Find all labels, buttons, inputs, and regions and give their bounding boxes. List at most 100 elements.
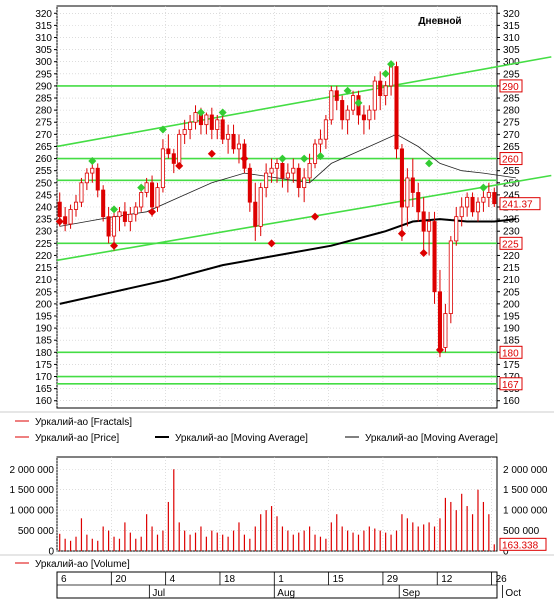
volume-tick-label-left: 500 000 xyxy=(18,526,55,537)
candle-body xyxy=(79,182,84,203)
price-tick-label-left: 245 xyxy=(35,190,52,201)
fractal-down-marker xyxy=(207,149,216,158)
price-tick-label-right: 320 xyxy=(503,9,520,20)
month-label: Aug xyxy=(277,588,295,599)
price-tick-label-left: 220 xyxy=(35,251,52,262)
price-label-text: 225 xyxy=(502,239,519,250)
candle-body xyxy=(90,167,95,174)
price-tick-label-left: 195 xyxy=(35,311,52,322)
candle-body xyxy=(73,201,79,210)
candle-body xyxy=(177,133,182,164)
candle-body xyxy=(188,121,193,130)
fractal-up-marker xyxy=(300,154,309,163)
candle-body xyxy=(68,209,73,225)
candle-body xyxy=(432,221,437,293)
legend-label: Уркалий-ао [Moving Average] xyxy=(365,433,498,444)
volume-tick-label-left: 0 xyxy=(48,547,54,558)
candle-body xyxy=(437,291,442,348)
candle-body xyxy=(57,201,62,218)
candle-body xyxy=(204,114,209,126)
day-label: 18 xyxy=(224,574,236,585)
fractal-up-marker xyxy=(278,154,287,163)
price-tick-label-left: 190 xyxy=(35,324,52,335)
candle-body xyxy=(367,109,372,121)
candle-body xyxy=(475,201,481,213)
volume-tick-label-left: 1 500 000 xyxy=(10,485,55,496)
volume-tick-label-right: 0 xyxy=(503,547,509,558)
fractal-up-marker xyxy=(425,159,434,168)
price-label-box xyxy=(499,152,523,166)
price-tick-label-left: 225 xyxy=(35,239,52,250)
price-label-box xyxy=(499,377,523,391)
volume-panel: 2 000 000 1 500 000 1 000 000 500 000 0 2 000… xyxy=(10,456,548,558)
candle-body xyxy=(443,313,448,348)
candle-body xyxy=(166,148,171,155)
price-tick-label-left: 315 xyxy=(35,21,52,32)
fractal-up-marker xyxy=(387,60,396,69)
candle-body xyxy=(492,192,497,205)
fractal-up-marker xyxy=(110,205,119,214)
candle-body xyxy=(378,80,383,97)
volume-tick-label-right: 1 500 000 xyxy=(503,485,548,496)
candle-body xyxy=(171,153,176,164)
price-tick-label-left: 305 xyxy=(35,45,52,56)
fractal-down-marker xyxy=(175,161,184,170)
price-tick-label-right: 300 xyxy=(503,57,520,68)
price-tick-label-right: 305 xyxy=(503,45,520,56)
candle-body xyxy=(383,85,388,97)
day-label: 29 xyxy=(387,574,399,585)
month-label: Oct xyxy=(505,588,521,599)
candle-body xyxy=(389,66,394,87)
candle-body xyxy=(231,133,236,150)
candle-body xyxy=(318,138,323,145)
price-tick-label-right: 220 xyxy=(503,251,520,262)
legend-label: Уркалий-ао [Moving Average] xyxy=(175,433,308,444)
candle-body xyxy=(160,148,165,189)
fractal-up-marker xyxy=(88,156,97,165)
price-label-box xyxy=(499,197,541,211)
volume-tick-label-right: 500 000 xyxy=(503,526,540,537)
price-tick-label-right: 285 xyxy=(503,94,520,105)
fractal-up-marker xyxy=(196,108,205,117)
day-label: 20 xyxy=(115,574,127,585)
price-label-box xyxy=(499,236,523,250)
price-tick-label-left: 260 xyxy=(35,154,52,165)
fractal-up-marker xyxy=(218,108,227,117)
candle-body xyxy=(291,167,296,174)
candle-body xyxy=(340,100,345,121)
day-label: 4 xyxy=(170,574,176,585)
candle-body xyxy=(258,187,263,227)
price-tick-label-right: 210 xyxy=(503,275,520,286)
candle-body xyxy=(448,240,453,314)
price-tick-label-right: 315 xyxy=(503,21,520,32)
volume-label-text: 163.338 xyxy=(502,540,539,551)
price-tick-label-right: 295 xyxy=(503,69,520,80)
price-tick-label-right: 160 xyxy=(503,396,520,407)
volume-tick-label-right: 2 000 000 xyxy=(503,465,548,476)
chart-title: Дневной xyxy=(418,16,461,27)
candle-body xyxy=(421,211,426,232)
candle-body xyxy=(112,216,117,237)
volume-legend: Уркалий-ао [Volume] xyxy=(0,554,554,570)
price-tick-label-right: 255 xyxy=(503,166,520,177)
candle-body xyxy=(269,167,274,174)
candle-body xyxy=(454,216,459,242)
price-tick-label-right: 215 xyxy=(503,263,520,274)
candle-body xyxy=(361,114,366,121)
price-tick-label-right: 270 xyxy=(503,130,520,141)
price-tick-label-left: 290 xyxy=(35,81,52,92)
fractal-up-marker xyxy=(158,125,167,134)
month-label: Sep xyxy=(402,588,420,599)
price-tick-label-right: 195 xyxy=(503,311,520,322)
fractal-down-marker xyxy=(110,241,119,250)
price-tick-label-left: 320 xyxy=(35,9,52,20)
price-tick-label-left: 185 xyxy=(35,336,52,347)
fractal-up-marker xyxy=(381,69,390,78)
price-tick-label-right: 275 xyxy=(503,118,520,129)
day-label: 15 xyxy=(333,574,345,585)
price-tick-label-left: 295 xyxy=(35,69,52,80)
day-label: 1 xyxy=(278,574,284,585)
candle-body xyxy=(101,189,106,218)
price-label-text: 180 xyxy=(502,348,519,359)
